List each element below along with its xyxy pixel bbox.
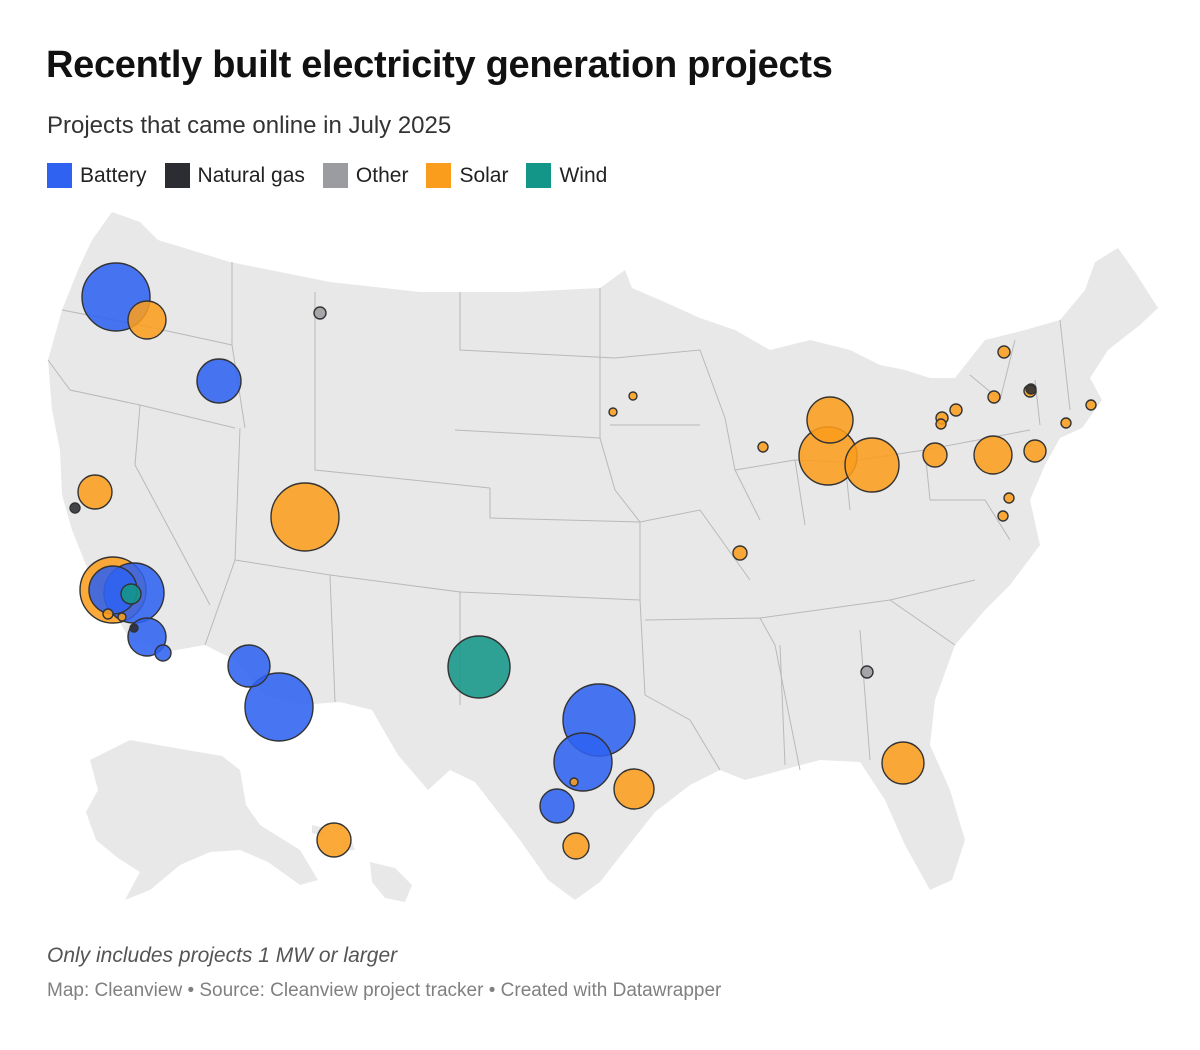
- chart-notes: Only includes projects 1 MW or larger: [47, 944, 398, 967]
- project-bubble-solar[interactable]: [117, 612, 127, 622]
- hawaii-landmass: [312, 825, 412, 902]
- project-bubble-solar[interactable]: [757, 441, 769, 453]
- us-map[interactable]: [0, 200, 1200, 930]
- legend-label-natural-gas: Natural gas: [197, 163, 305, 187]
- project-bubble-wind[interactable]: [447, 635, 511, 699]
- project-bubble-solar[interactable]: [569, 777, 579, 787]
- project-bubble-solar[interactable]: [973, 435, 1013, 475]
- project-bubble-other[interactable]: [313, 306, 327, 320]
- map-container[interactable]: [0, 200, 1200, 930]
- legend-label-other: Other: [355, 163, 409, 187]
- legend-item-wind: Wind: [526, 163, 607, 188]
- project-bubble-battery[interactable]: [196, 358, 242, 404]
- legend-label-wind: Wind: [559, 163, 608, 187]
- project-bubbles: [69, 262, 1097, 860]
- legend-swatch-natural-gas: [164, 163, 190, 188]
- legend-swatch-wind: [526, 163, 552, 188]
- project-bubble-gas[interactable]: [69, 502, 81, 514]
- project-bubble-other[interactable]: [860, 665, 874, 679]
- project-bubble-gas[interactable]: [129, 623, 139, 633]
- project-bubble-battery[interactable]: [227, 644, 271, 688]
- project-bubble-solar[interactable]: [881, 741, 925, 785]
- chart-credits: Map: Cleanview • Source: Cleanview proje…: [47, 980, 722, 1001]
- project-bubble-battery[interactable]: [553, 732, 613, 792]
- project-bubble-solar[interactable]: [1023, 439, 1047, 463]
- chart-subtitle: Projects that came online in July 2025: [47, 112, 452, 139]
- project-bubble-solar[interactable]: [613, 768, 655, 810]
- legend-swatch-battery: [47, 163, 72, 188]
- legend-label-battery: Battery: [80, 163, 147, 187]
- alaska-landmass: [86, 740, 318, 900]
- project-bubble-solar[interactable]: [997, 345, 1011, 359]
- chart-title: Recently built electricity generation pr…: [46, 44, 833, 86]
- project-bubble-solar[interactable]: [77, 474, 113, 510]
- project-bubble-solar[interactable]: [562, 832, 590, 860]
- project-bubble-solar[interactable]: [270, 482, 340, 552]
- legend-item-natural-gas: Natural gas: [164, 163, 305, 188]
- project-bubble-solar[interactable]: [997, 510, 1009, 522]
- project-bubble-solar[interactable]: [127, 300, 167, 340]
- legend: Battery Natural gas Other Solar Wind: [47, 163, 607, 188]
- project-bubble-solar[interactable]: [102, 608, 114, 620]
- contiguous-us-landmass: [48, 212, 1158, 900]
- project-bubble-solar[interactable]: [949, 403, 963, 417]
- project-bubble-gas[interactable]: [1025, 383, 1037, 395]
- project-bubble-solar[interactable]: [608, 407, 618, 417]
- project-bubble-battery[interactable]: [244, 672, 314, 742]
- legend-swatch-other: [322, 163, 348, 188]
- project-bubble-solar[interactable]: [844, 437, 900, 493]
- project-bubble-wind[interactable]: [120, 583, 142, 605]
- project-bubble-solar[interactable]: [1085, 399, 1097, 411]
- project-bubble-solar[interactable]: [628, 391, 638, 401]
- legend-label-solar: Solar: [459, 163, 509, 187]
- project-bubble-battery[interactable]: [154, 644, 172, 662]
- project-bubble-solar[interactable]: [806, 396, 854, 444]
- project-bubble-battery[interactable]: [539, 788, 575, 824]
- legend-item-other: Other: [322, 163, 409, 188]
- project-bubble-solar[interactable]: [1003, 492, 1015, 504]
- project-bubble-solar[interactable]: [922, 442, 948, 468]
- legend-swatch-solar: [426, 163, 452, 188]
- project-bubble-solar[interactable]: [1060, 417, 1072, 429]
- project-bubble-solar[interactable]: [987, 390, 1001, 404]
- legend-item-battery: Battery: [47, 163, 147, 188]
- legend-item-solar: Solar: [426, 163, 508, 188]
- project-bubble-solar[interactable]: [732, 545, 748, 561]
- project-bubble-solar[interactable]: [316, 822, 352, 858]
- project-bubble-solar[interactable]: [935, 418, 947, 430]
